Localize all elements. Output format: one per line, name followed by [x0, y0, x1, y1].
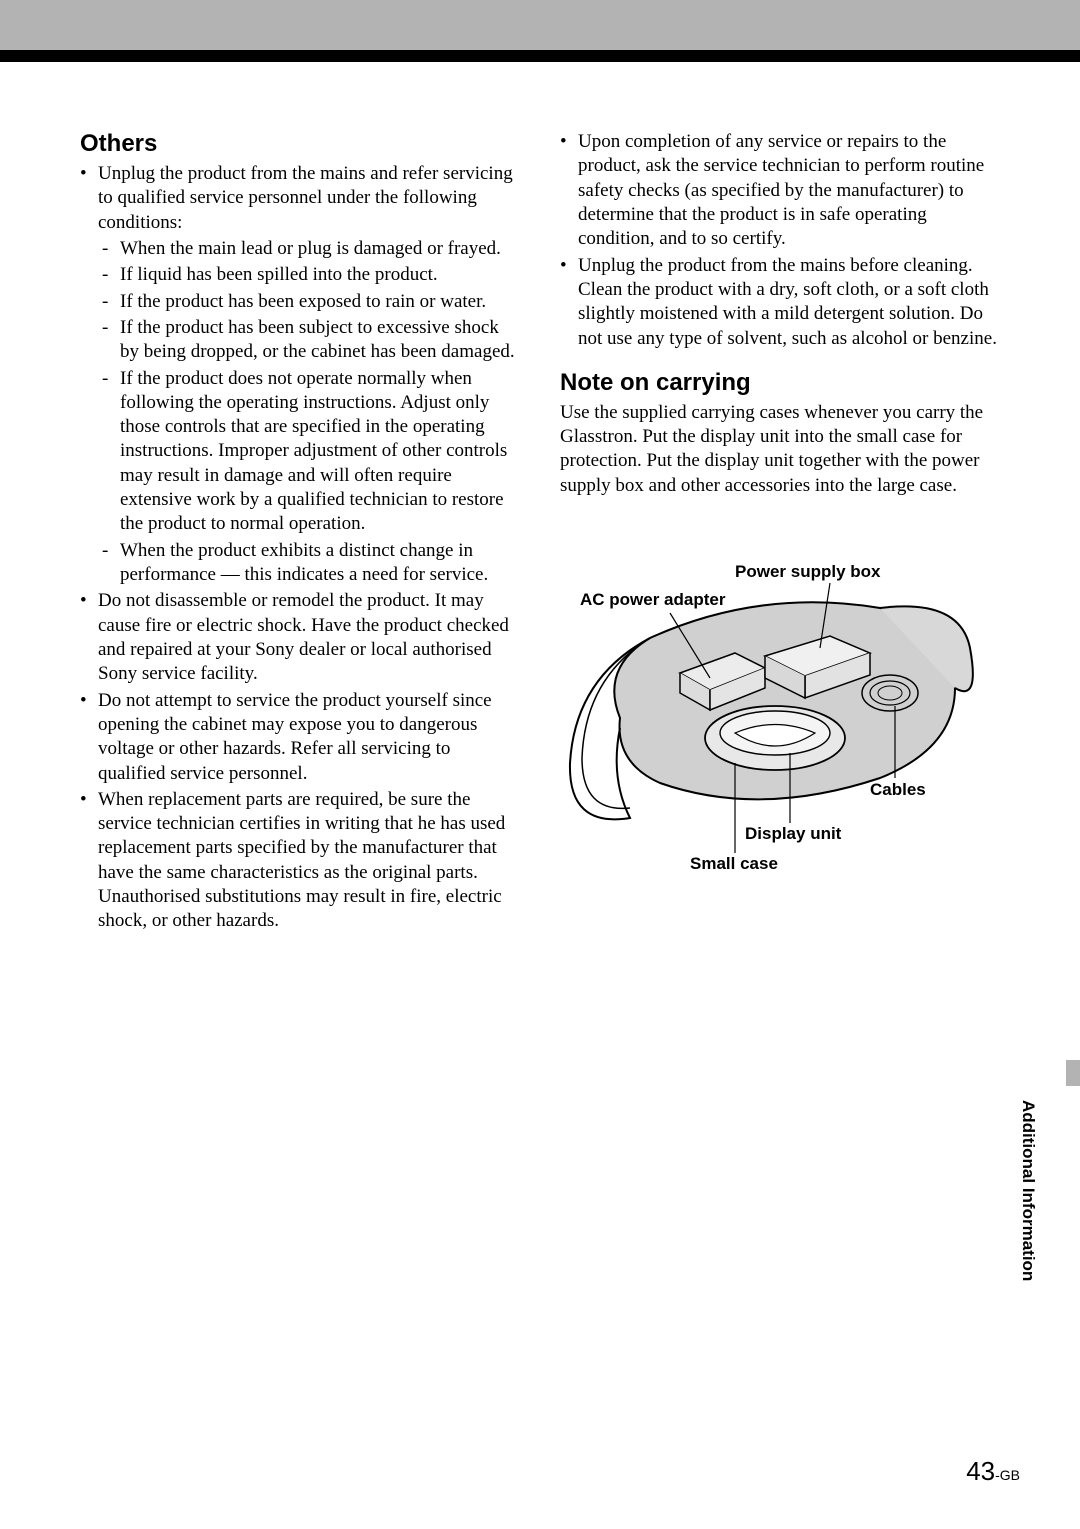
page-number-value: 43	[966, 1456, 995, 1486]
others-item-4-p2: Unauthorised substitutions may result in…	[98, 885, 520, 934]
section-tab-vertical: Additional Information	[1018, 1100, 1038, 1281]
left-column: Others Unplug the product from the mains…	[80, 130, 520, 936]
right-item-1: Upon completion of any service or repair…	[578, 130, 1000, 252]
others-sub-5: If the product does not operate normally…	[120, 367, 520, 537]
heading-others: Others	[80, 130, 520, 158]
right-item-2: Unplug the product from the mains before…	[578, 254, 1000, 351]
label-cables: Cables	[870, 780, 926, 800]
label-power-supply-box: Power supply box	[735, 562, 880, 582]
header-gray-strip	[0, 0, 1080, 50]
label-display-unit: Display unit	[745, 824, 841, 844]
side-gray-tab	[1066, 1060, 1080, 1086]
others-sub-6: When the product exhibits a distinct cha…	[120, 539, 520, 588]
others-sub-1: When the main lead or plug is damaged or…	[120, 237, 520, 261]
page-number-suffix: -GB	[995, 1467, 1020, 1483]
note-on-carrying-body: Use the supplied carrying cases whenever…	[560, 401, 1000, 498]
others-list: Unplug the product from the mains and re…	[80, 162, 520, 934]
others-sub-3: If the product has been exposed to rain …	[120, 290, 520, 314]
others-item-1: Unplug the product from the mains and re…	[98, 163, 513, 233]
right-column: Upon completion of any service or repair…	[560, 130, 1000, 936]
others-item-2: Do not disassemble or remodel the produc…	[98, 589, 520, 686]
others-sub-4: If the product has been subject to exces…	[120, 316, 520, 365]
header-black-bar	[0, 50, 1080, 62]
right-top-list: Upon completion of any service or repair…	[560, 130, 1000, 351]
others-item-3: Do not attempt to service the product yo…	[98, 689, 520, 786]
label-ac-power-adapter: AC power adapter	[580, 590, 725, 610]
heading-note-on-carrying: Note on carrying	[560, 369, 1000, 397]
others-item-4-p1: When replacement parts are required, be …	[98, 789, 505, 883]
page-number: 43-GB	[966, 1456, 1020, 1487]
label-small-case: Small case	[690, 854, 778, 874]
others-sub-2: If liquid has been spilled into the prod…	[120, 263, 520, 287]
page-content: Others Unplug the product from the mains…	[80, 130, 1000, 936]
carrying-case-diagram: Power supply box AC power adapter Cables…	[560, 528, 1000, 888]
